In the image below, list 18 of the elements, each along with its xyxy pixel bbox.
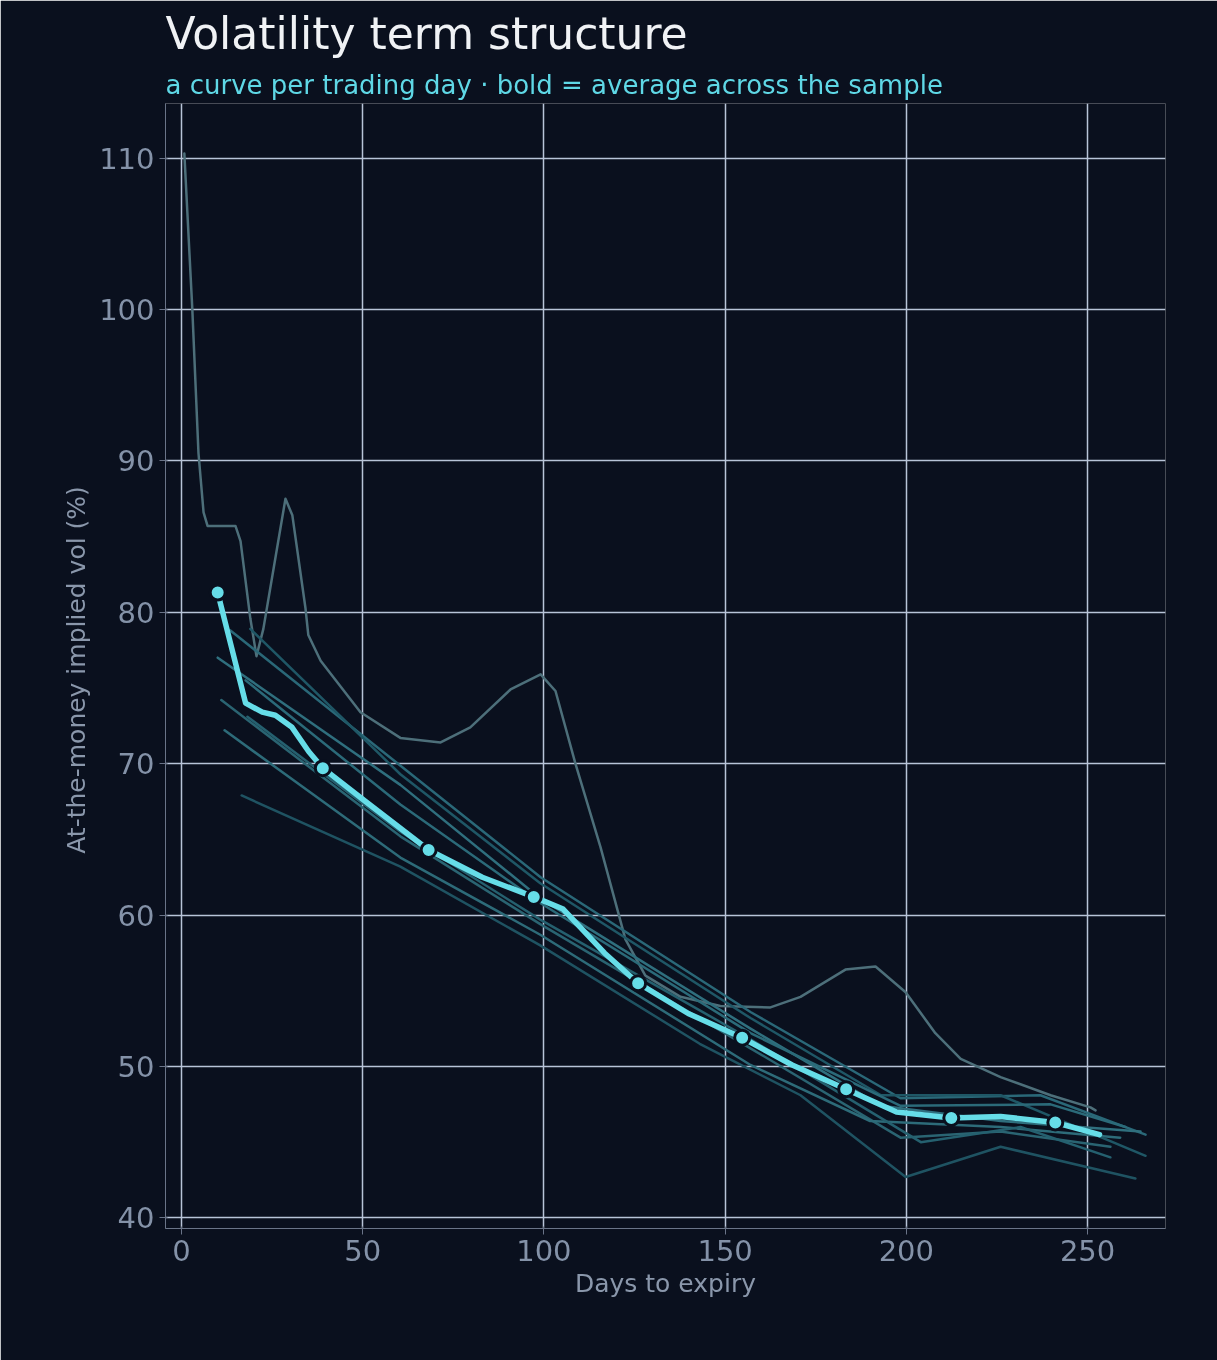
x-tick-label: 200 [878,1233,935,1268]
y-axis-title: At-the-money implied vol (%) [62,486,92,854]
y-tick-label: 50 [117,1049,155,1084]
x-tick-label: 250 [1059,1233,1116,1268]
x-tick-label: 50 [344,1233,382,1268]
x-axis-title: Days to expiry [575,1268,757,1298]
y-tick-label: 70 [117,747,155,782]
x-tick-label: 0 [172,1233,191,1268]
chart-title: Volatility term structure [165,7,688,59]
y-tick-label: 110 [99,141,155,176]
x-tick-label: 150 [697,1233,753,1268]
y-tick-label: 100 [99,292,155,327]
y-tick-label: 40 [117,1201,155,1236]
y-tick-label: 60 [117,898,155,933]
y-tick-label: 80 [117,595,155,630]
x-tick-label: 100 [516,1233,572,1268]
chart-subtitle: a curve per trading day · bold = average across the sample [165,69,943,100]
y-tick-label: 90 [117,444,155,479]
